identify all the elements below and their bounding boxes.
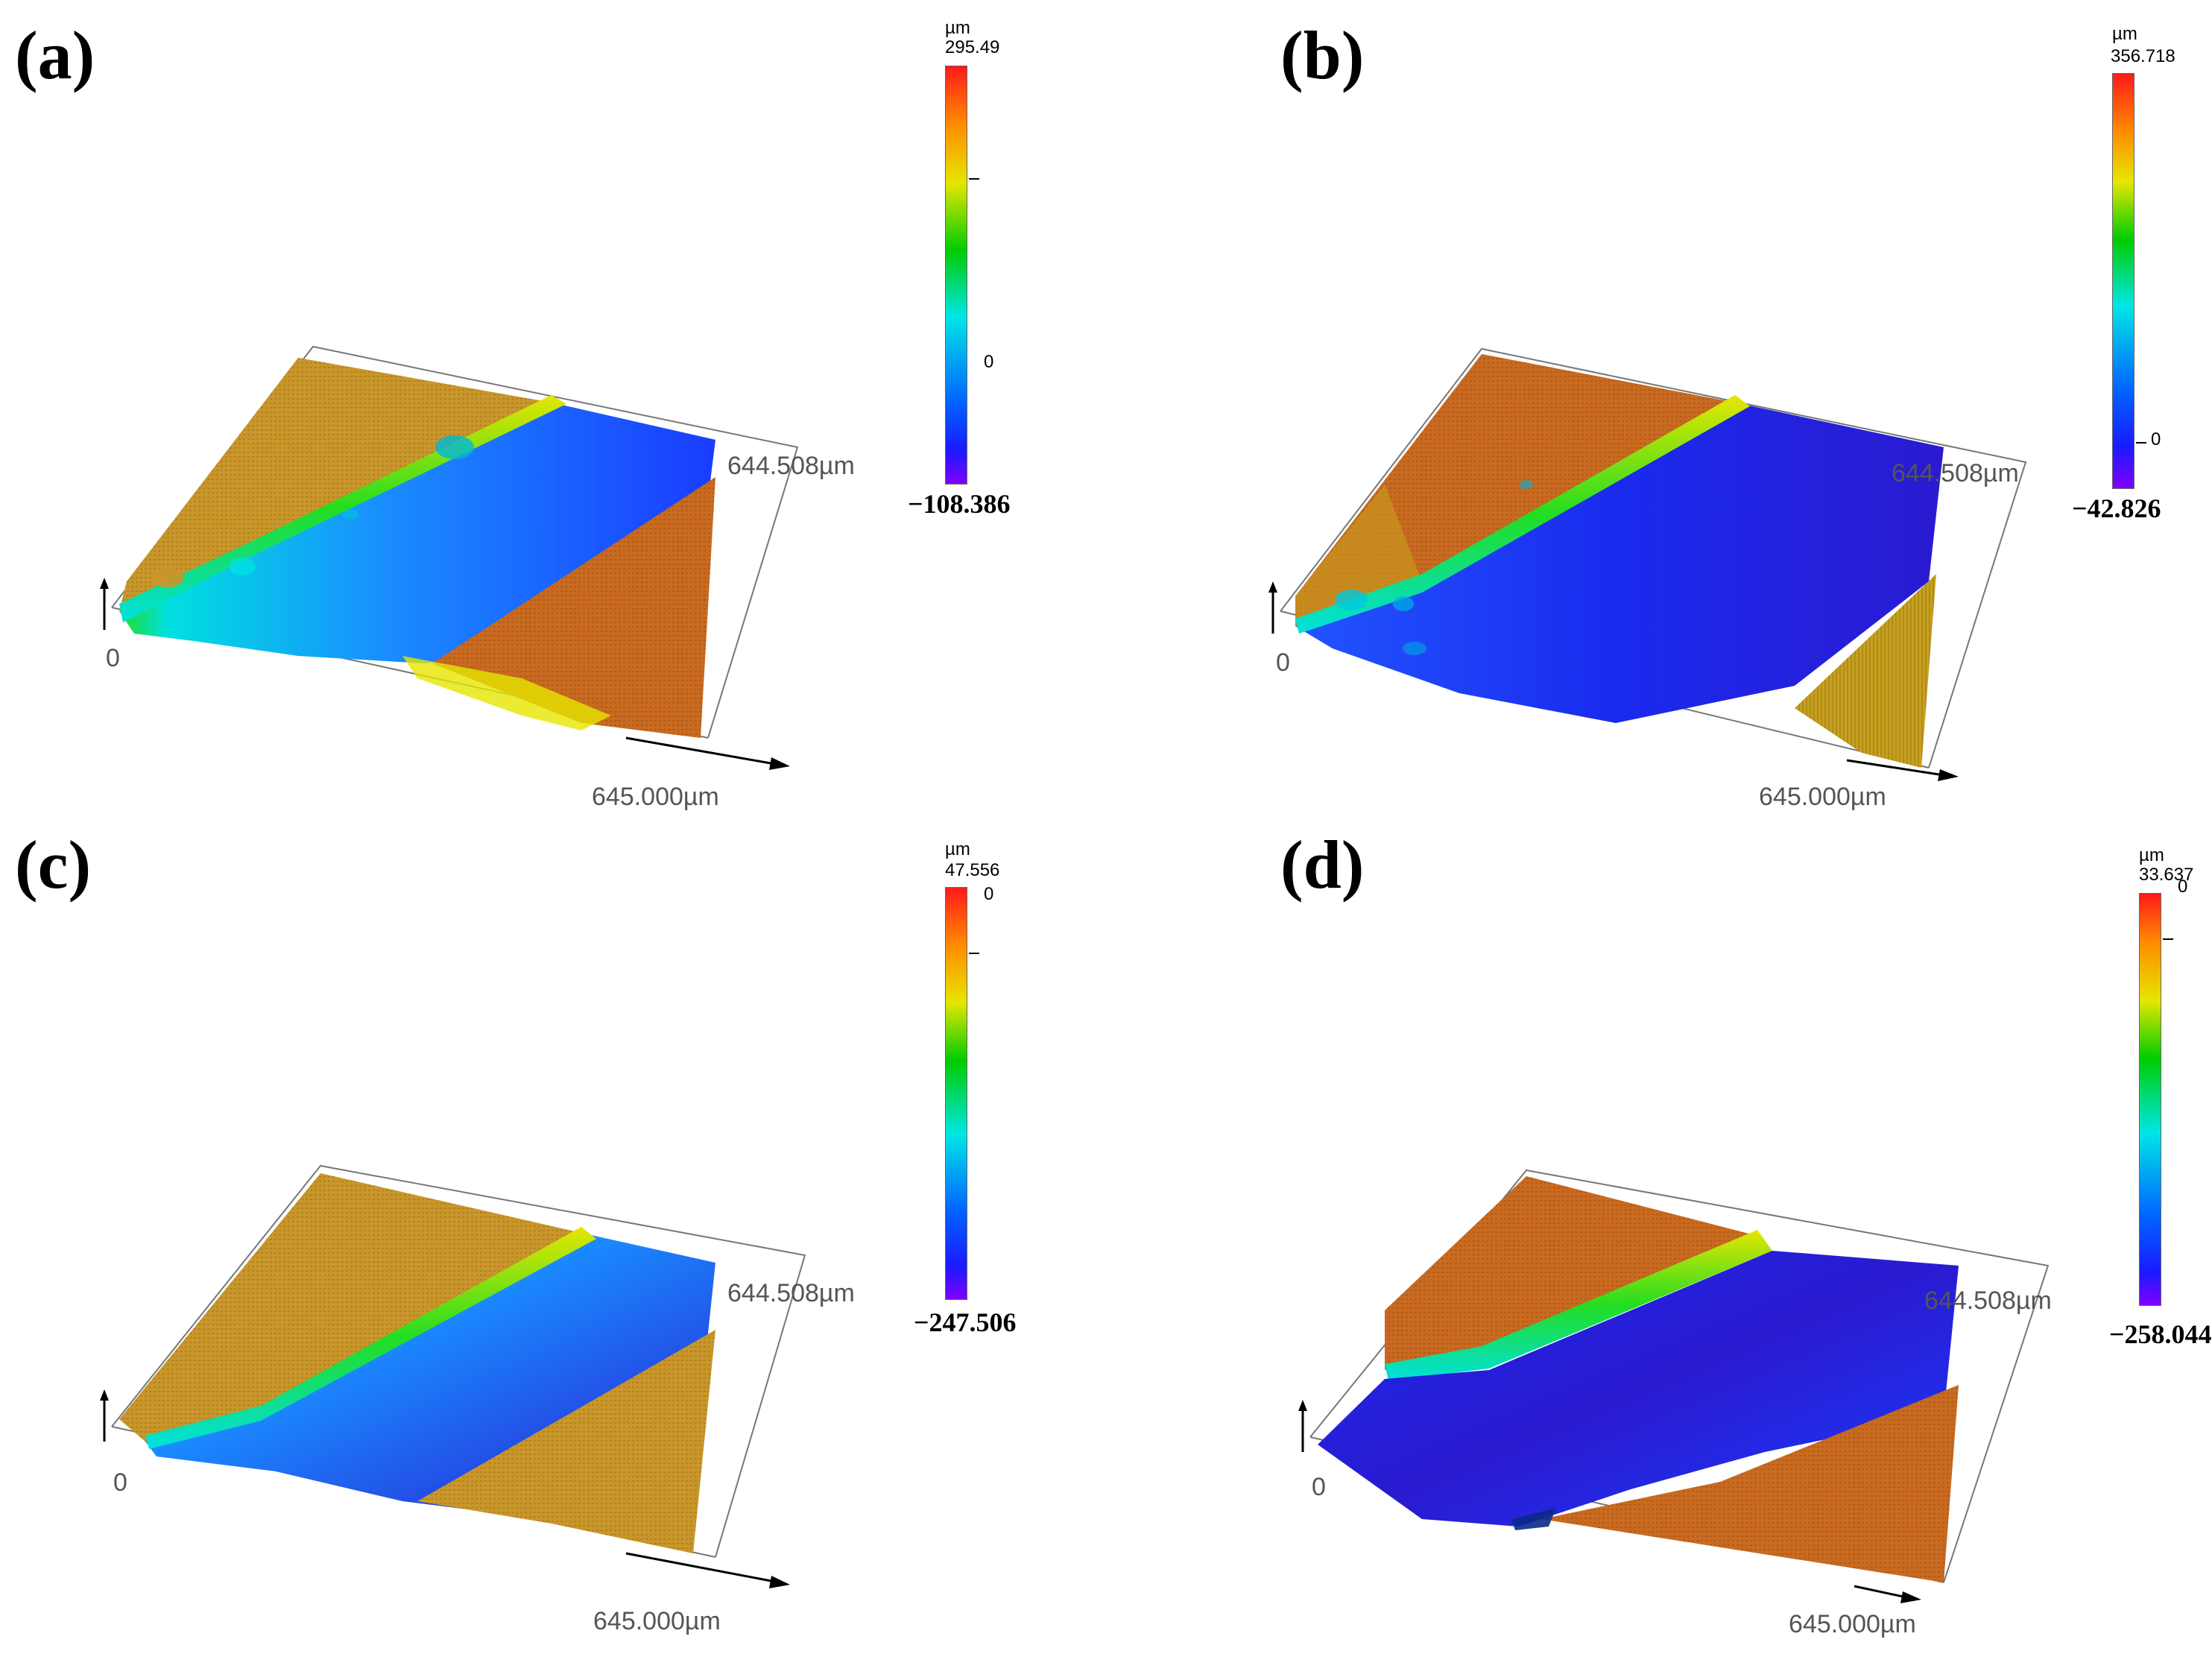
colorbar-min: −42.826 xyxy=(2072,493,2161,523)
colorbar-max: 47.556 xyxy=(945,860,1000,880)
x-axis-arrow-icon xyxy=(1900,1591,1921,1603)
y-extent-label: 644.508µm xyxy=(1892,459,2019,487)
panel-b: (b) 0 644.508µm 645.000µm µm 356.718 0 −… xyxy=(1106,0,2212,820)
colorbar-min: −258.044 xyxy=(2109,1319,2212,1349)
panel-c: (c) 0 644.508µm 645.000µm µm 47.556 0 −2… xyxy=(0,820,1106,1654)
x-extent-label: 645.000µm xyxy=(1789,1610,1916,1638)
colorbar-zero-label: 0 xyxy=(984,884,994,904)
surface-3d-plot xyxy=(100,345,799,770)
colorbar-unit: µm xyxy=(945,839,970,859)
z-axis-arrow-icon xyxy=(1298,1400,1307,1411)
colorbar-max: 295.49 xyxy=(945,37,1000,57)
colorbar-min: −247.506 xyxy=(914,1307,1017,1337)
surface-3d-plot xyxy=(1268,347,2027,781)
colorbar-zero-tick xyxy=(969,178,979,180)
colorbar-max: 33.637 xyxy=(2139,865,2194,885)
panel-label: (d) xyxy=(1280,827,1365,903)
colorbar xyxy=(2112,73,2134,489)
colorbar-zero-tick xyxy=(969,953,979,955)
x-axis-arrow-icon xyxy=(769,1576,790,1588)
colorbar xyxy=(945,66,967,484)
z-axis-arrow-icon xyxy=(100,1389,109,1401)
origin-label: 0 xyxy=(1276,648,1290,677)
panel-a: (a) 0 644.508µm 645.000µm µm 295.49 0 −1… xyxy=(0,0,1106,820)
x-extent-label: 645.000µm xyxy=(592,783,719,811)
origin-label: 0 xyxy=(1312,1473,1326,1501)
colorbar-zero-tick xyxy=(2136,441,2146,444)
x-axis-arrow-icon xyxy=(1938,769,1959,781)
origin-label: 0 xyxy=(113,1468,127,1497)
panel-label: (a) xyxy=(15,17,95,93)
colorbar-unit: µm xyxy=(945,18,970,38)
z-axis-arrow-icon xyxy=(1268,581,1277,593)
colorbar-zero-label: 0 xyxy=(2151,429,2161,449)
colorbar-zero-label: 0 xyxy=(2178,877,2188,897)
y-extent-label: 644.508µm xyxy=(727,1279,855,1307)
colorbar-unit: µm xyxy=(2112,24,2137,44)
y-extent-label: 644.508µm xyxy=(727,452,855,480)
colorbar-min: −108.386 xyxy=(908,489,1011,519)
panel-label: (c) xyxy=(15,827,92,903)
x-extent-label: 645.000µm xyxy=(1759,783,1886,811)
origin-label: 0 xyxy=(106,644,120,672)
x-axis-arrow-icon xyxy=(769,757,790,770)
panel-d: (d) 0 644.508µm 645.000µm µm 33.637 0 −2… xyxy=(1106,820,2212,1654)
y-extent-label: 644.508µm xyxy=(1924,1287,2052,1315)
surface-3d-plot xyxy=(1298,1169,2050,1603)
colorbar-zero-tick xyxy=(2163,938,2173,940)
colorbar-zero-label: 0 xyxy=(984,352,994,372)
colorbar-max: 356.718 xyxy=(2111,46,2175,66)
surface-3d-plot xyxy=(100,1164,806,1588)
colorbar xyxy=(945,887,967,1300)
panel-label: (b) xyxy=(1280,17,1365,93)
x-extent-label: 645.000µm xyxy=(593,1607,721,1635)
colorbar xyxy=(2139,893,2161,1306)
colorbar-unit: µm xyxy=(2139,845,2164,865)
